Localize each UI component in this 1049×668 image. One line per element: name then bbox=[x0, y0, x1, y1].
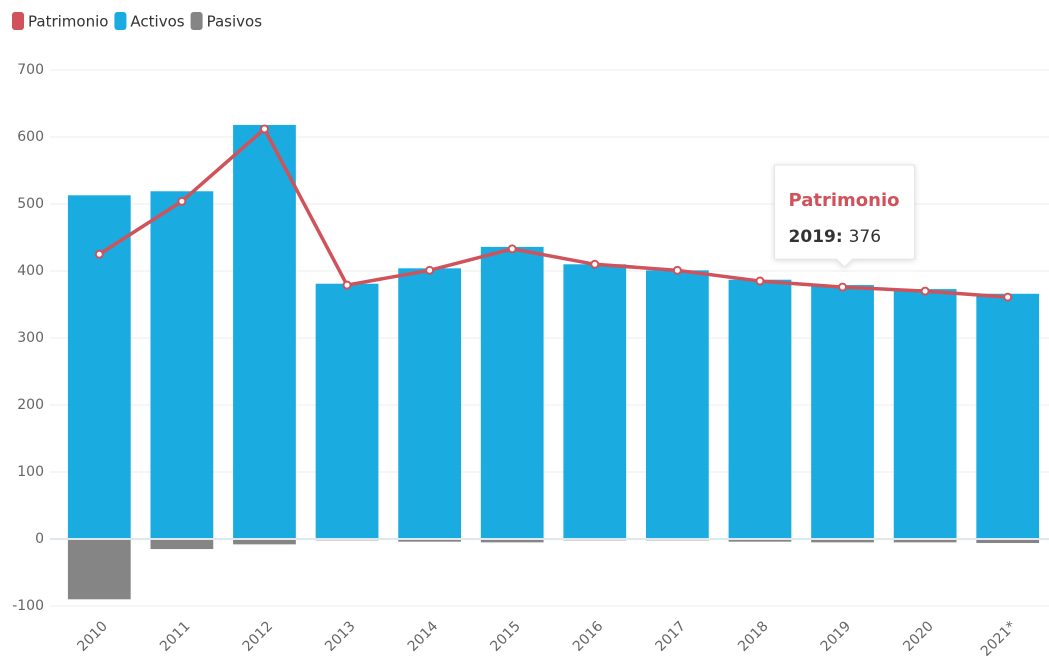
bar bbox=[893, 539, 957, 543]
bar bbox=[563, 264, 627, 539]
y-tick-label: 200 bbox=[17, 397, 44, 413]
bar bbox=[67, 539, 131, 600]
y-tick-label: -100 bbox=[12, 598, 44, 614]
bar bbox=[976, 539, 1040, 544]
line-point bbox=[672, 265, 682, 275]
bar bbox=[480, 539, 544, 543]
bar bbox=[728, 279, 792, 539]
bar bbox=[645, 270, 709, 539]
bar bbox=[398, 268, 462, 539]
line-point bbox=[755, 276, 765, 286]
bar bbox=[150, 539, 214, 550]
bar bbox=[233, 124, 296, 539]
bar bbox=[976, 293, 1040, 539]
line-point bbox=[94, 249, 104, 259]
bar bbox=[480, 246, 544, 539]
x-tick-label: 2013 bbox=[322, 618, 359, 655]
x-tick-label: 2010 bbox=[74, 618, 111, 655]
x-tick-label: 2019 bbox=[818, 618, 855, 655]
bar bbox=[728, 539, 792, 542]
bar bbox=[67, 195, 131, 540]
y-tick-label: 100 bbox=[17, 464, 44, 480]
legend-label: Patrimonio bbox=[28, 13, 108, 31]
line-point bbox=[342, 280, 352, 290]
legend-item: Pasivos bbox=[190, 12, 263, 31]
x-tick-label: 2020 bbox=[900, 618, 937, 655]
y-tick-label: 500 bbox=[17, 196, 44, 212]
line-point bbox=[425, 265, 435, 275]
x-tick-label: 2011 bbox=[157, 618, 194, 655]
x-tick-label: 2012 bbox=[240, 618, 277, 655]
line-point bbox=[507, 244, 517, 254]
legend-item: Activos bbox=[114, 12, 185, 31]
tooltip-value: 2019: 376 bbox=[789, 227, 882, 247]
bar bbox=[811, 285, 874, 539]
tooltip-category: 2019 bbox=[789, 227, 836, 247]
tooltip-title: Patrimonio bbox=[789, 190, 900, 211]
y-tick-label: 300 bbox=[17, 330, 44, 346]
legend-item: Patrimonio bbox=[12, 12, 108, 31]
bar bbox=[150, 191, 214, 539]
bar bbox=[315, 283, 379, 539]
bar bbox=[233, 539, 296, 545]
y-tick-label: 700 bbox=[17, 62, 44, 78]
bar bbox=[811, 539, 874, 543]
line bbox=[98, 127, 1008, 299]
y-tick-label: 400 bbox=[17, 263, 44, 279]
tooltip-number: 376 bbox=[849, 227, 881, 247]
tooltip-sep: : bbox=[836, 227, 849, 247]
tooltip: Patrimonio 2019: 376 bbox=[774, 164, 916, 268]
legend-swatch bbox=[114, 12, 127, 30]
x-tick-label: 2018 bbox=[735, 618, 772, 655]
line-point bbox=[259, 124, 269, 134]
legend-label: Pasivos bbox=[207, 13, 263, 31]
line-point bbox=[920, 286, 930, 296]
legend-swatch bbox=[190, 12, 203, 30]
bar bbox=[893, 289, 957, 539]
y-tick-label: 600 bbox=[17, 129, 44, 145]
line-point bbox=[177, 196, 187, 206]
legend-swatch bbox=[12, 12, 24, 30]
tooltip-box bbox=[774, 164, 916, 268]
x-tick-label: 2021* bbox=[978, 618, 1019, 659]
line-point bbox=[1003, 292, 1013, 302]
x-tick-label: 2015 bbox=[487, 618, 524, 655]
legend-label: Activos bbox=[130, 13, 184, 31]
y-tick-label: 0 bbox=[35, 531, 44, 547]
x-tick-label: 2017 bbox=[653, 618, 690, 655]
line-point bbox=[590, 259, 600, 269]
bar bbox=[398, 539, 462, 542]
line-point bbox=[838, 282, 848, 292]
x-tick-label: 2014 bbox=[405, 618, 442, 655]
x-tick-label: 2016 bbox=[570, 618, 607, 655]
